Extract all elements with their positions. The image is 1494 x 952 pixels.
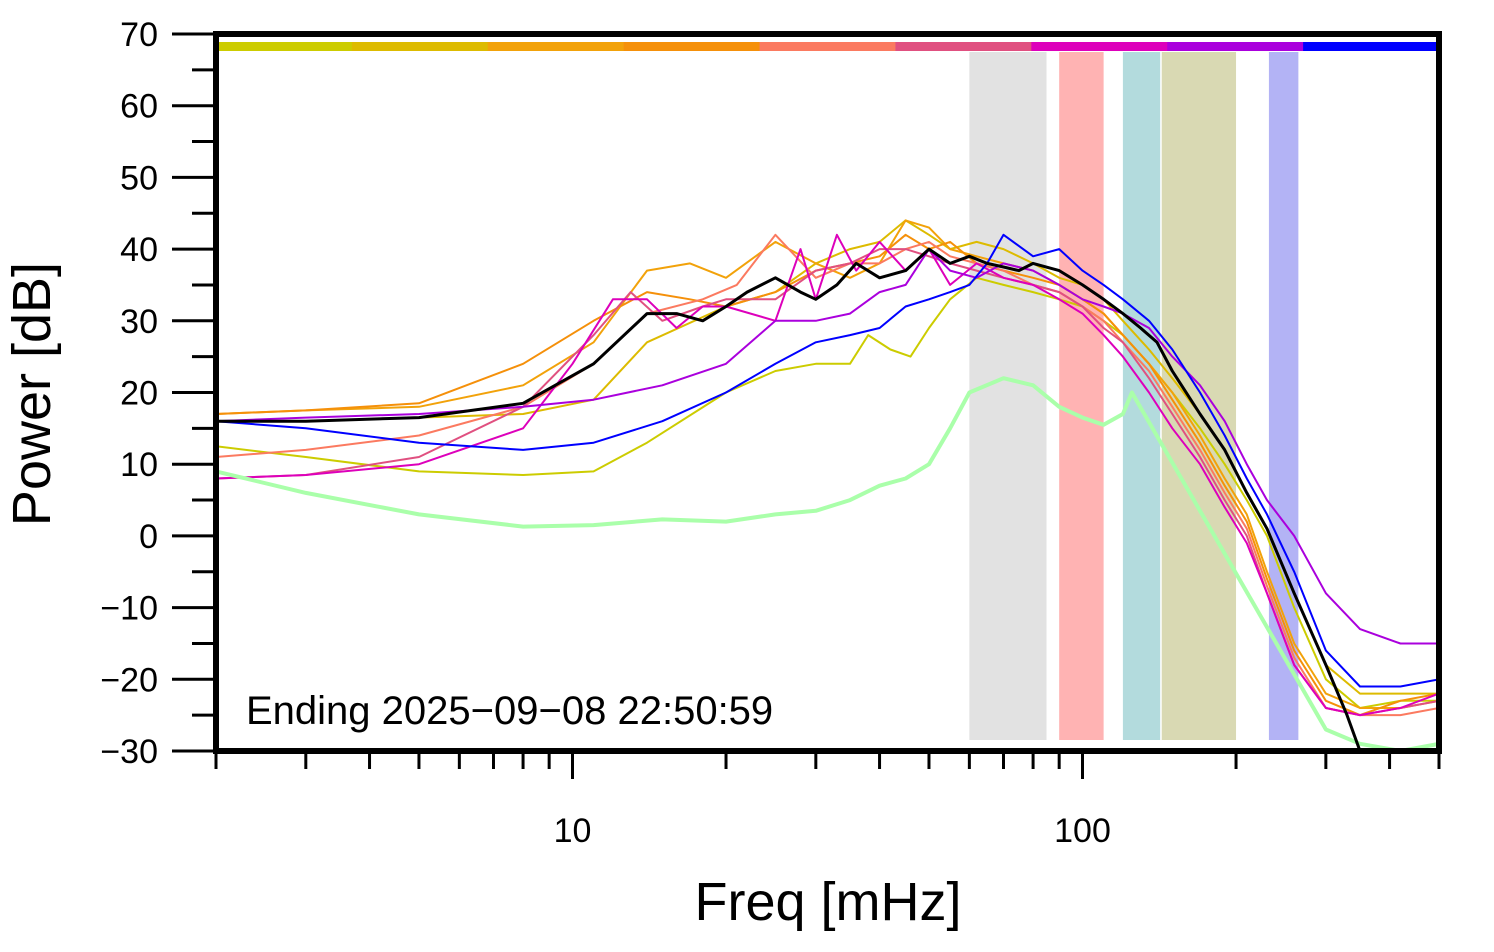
series-line bbox=[216, 219, 1439, 709]
color-bar-segment bbox=[351, 42, 489, 51]
y-tick-label: −20 bbox=[100, 661, 158, 699]
top-color-bar bbox=[216, 42, 1440, 51]
color-bar-segment bbox=[1031, 42, 1168, 51]
y-tick-label: −10 bbox=[100, 590, 158, 628]
color-bar-segment bbox=[487, 42, 625, 51]
y-tick-label: 50 bbox=[120, 159, 158, 197]
series-line bbox=[216, 248, 1439, 717]
series-line bbox=[216, 233, 1439, 717]
x-tick-label: 10 bbox=[554, 812, 592, 850]
color-bar-segment bbox=[759, 42, 896, 51]
y-tick-label: 40 bbox=[120, 231, 158, 269]
y-tick-label: 10 bbox=[120, 446, 158, 484]
series-line bbox=[216, 276, 1439, 709]
spectrum-series bbox=[216, 219, 1439, 751]
series-line bbox=[216, 376, 1439, 751]
series-line bbox=[216, 233, 1439, 717]
frequency-band bbox=[1059, 52, 1104, 740]
x-axis: 10 100 bbox=[214, 751, 1441, 850]
y-axis-title: Power [dB] bbox=[2, 262, 62, 526]
frequency-band bbox=[1161, 52, 1237, 740]
color-bar-segment bbox=[895, 42, 1032, 51]
y-tick-label: 20 bbox=[120, 375, 158, 413]
y-axis: 70 60 50 40 30 20 10 0 −10 −20 −30 bbox=[100, 16, 216, 771]
color-bar-segment bbox=[1303, 42, 1440, 51]
y-tick-label: −30 bbox=[100, 733, 158, 771]
y-tick-label: 70 bbox=[120, 16, 158, 54]
y-tick-label: 30 bbox=[120, 303, 158, 341]
x-tick-label: 100 bbox=[1054, 812, 1111, 850]
plot-frame bbox=[213, 31, 1442, 754]
color-bar-segment bbox=[216, 42, 353, 51]
color-bar-segment bbox=[1167, 42, 1304, 51]
series-line bbox=[216, 233, 1439, 717]
y-tick-label: 60 bbox=[120, 88, 158, 126]
y-tick-label: 0 bbox=[139, 518, 158, 556]
x-axis-title: Freq [mHz] bbox=[694, 872, 961, 932]
frequency-band bbox=[969, 52, 1047, 740]
series-line bbox=[216, 248, 1439, 645]
series-line bbox=[216, 233, 1439, 688]
series-line bbox=[216, 247, 1362, 751]
color-bar-segment bbox=[623, 42, 761, 51]
ending-timestamp: Ending 2025−09−08 22:50:59 bbox=[246, 689, 773, 733]
